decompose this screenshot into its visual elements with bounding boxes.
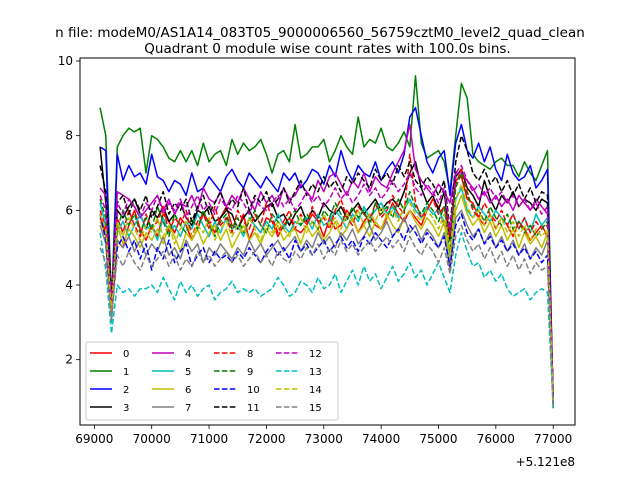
series-line-13: [99, 231, 554, 409]
legend-label-3: 3: [123, 403, 129, 414]
legend-label-8: 8: [247, 349, 253, 360]
legend-label-15: 15: [309, 403, 322, 414]
x-tick-label: 70000: [133, 432, 171, 446]
series-line-11: [99, 134, 554, 398]
y-tick-label: 4: [65, 278, 73, 292]
x-tick-label: 71000: [190, 432, 228, 446]
x-tick-label: 72000: [247, 432, 285, 446]
series-line-8: [99, 153, 554, 401]
axis-ticks: 69000 70000 71000 72000 73000 74000 75000 76000…: [58, 54, 573, 446]
y-tick-label: 6: [65, 203, 73, 217]
legend-label-14: 14: [309, 385, 322, 396]
series-line-12: [99, 164, 554, 401]
chart-title: Quadrant 0 module wise count rates with …: [144, 41, 510, 57]
series-line-10: [99, 213, 554, 405]
series-line-14: [99, 183, 554, 405]
series-line-9: [99, 172, 554, 401]
figure-suptitle: n file: modeM0/AS1A14_083T05_9000006560_…: [55, 25, 585, 41]
x-tick-label: 77000: [534, 432, 572, 446]
legend-label-1: 1: [123, 367, 129, 378]
x-offset-label: +5.121e8: [516, 455, 575, 469]
series-line-1: [99, 75, 554, 409]
x-tick-label: 69000: [75, 432, 113, 446]
x-tick-label: 75000: [419, 432, 457, 446]
legend-label-12: 12: [309, 349, 322, 360]
series-line-2: [99, 106, 554, 405]
legend-label-2: 2: [123, 385, 129, 396]
series-line-15: [99, 224, 554, 409]
axes-frame: [79, 57, 576, 426]
series-line-6: [99, 194, 554, 405]
x-tick-label: 76000: [477, 432, 515, 446]
y-tick-label: 2: [65, 353, 73, 367]
legend-label-11: 11: [247, 403, 260, 414]
legend-frame: [85, 341, 339, 421]
legend-label-4: 4: [185, 349, 191, 360]
x-tick-label: 73000: [305, 432, 343, 446]
legend-label-13: 13: [309, 367, 322, 378]
legend-label-0: 0: [123, 349, 129, 360]
legend-label-10: 10: [247, 385, 260, 396]
plot-area: [99, 75, 554, 409]
x-tick-label: 74000: [362, 432, 400, 446]
legend-label-6: 6: [185, 385, 191, 396]
series-line-4: [99, 123, 554, 401]
y-tick-label: 10: [58, 54, 73, 68]
y-tick-label: 8: [65, 129, 73, 143]
legend-label-7: 7: [185, 403, 191, 414]
legend-label-9: 9: [247, 367, 253, 378]
legend-label-5: 5: [185, 367, 191, 378]
